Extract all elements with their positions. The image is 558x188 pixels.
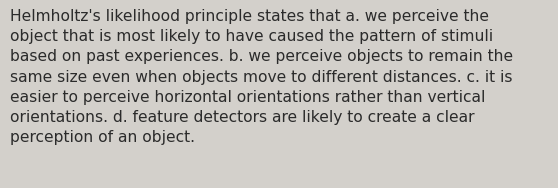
Text: Helmholtz's likelihood principle states that a. we perceive the
object that is m: Helmholtz's likelihood principle states … [10,9,513,145]
